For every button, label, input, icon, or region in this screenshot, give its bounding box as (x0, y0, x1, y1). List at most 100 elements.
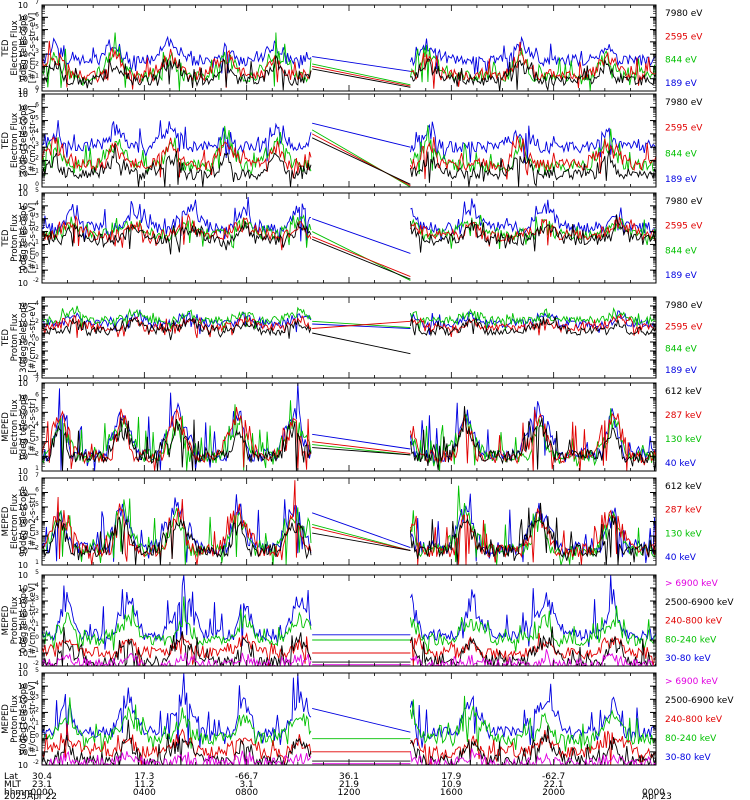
y-axis-label-line: [#/cm2-s-str-eV] (28, 13, 38, 83)
gap-bridge-line (311, 236, 411, 277)
y-axis-label-line: [#/cm2-s-str] (28, 399, 38, 456)
y-axis-label-line: TED (1, 229, 11, 248)
series-line (42, 697, 312, 754)
panel-8: 10 -2 10 -1 10 0 10 1 10 2 10 3 10 4 10 5 MEPED Proton Fl… (1, 667, 734, 770)
y-tick-label: 10 (18, 240, 28, 249)
panel-5: 10 1 10 2 10 3 10 4 10 5 10 6 10 7 MEPED Electron Flux 0… (1, 377, 702, 476)
footer-value: 11.2 (134, 780, 154, 790)
series-line (42, 40, 312, 90)
footer-value: 17.9 (441, 772, 461, 782)
y-tick-label: 10 (18, 170, 28, 179)
series-line (409, 316, 656, 337)
y-tick-label: 10 (18, 374, 28, 383)
y-tick-exponent: 1 (35, 73, 39, 80)
y-tick-label: 10 (18, 379, 28, 388)
y-tick-label: 10 (18, 202, 28, 211)
series-line (42, 673, 312, 748)
series-line (409, 35, 656, 75)
y-axis-label-line: Proton Flux (10, 314, 20, 362)
gap-bridge-line (312, 526, 411, 551)
y-tick-exponent: 5 (35, 24, 39, 31)
legend-channel-label: 189 eV (665, 175, 698, 185)
legend-channel-label: 7980 eV (665, 9, 703, 19)
gap-bridge-line (312, 63, 411, 86)
gap-bridge-line (312, 433, 411, 450)
legend-channel-label: 612 keV (665, 387, 702, 397)
y-tick-label: 10 (18, 117, 28, 126)
y-tick-label: 10 (18, 597, 28, 606)
y-tick-label: 10 (18, 532, 28, 541)
y-tick-exponent: -1 (33, 647, 39, 654)
y-tick-label: 10 (18, 338, 28, 347)
panel-7: 10 -2 10 -1 10 0 10 1 10 2 10 3 10 4 10 5 MEPED Proton Fl… (1, 569, 734, 671)
series-line (410, 649, 656, 666)
y-tick-label: 10 (18, 253, 28, 262)
panel-6: 10 1 10 2 10 3 10 4 10 5 10 6 10 7 MEPED Electron Flux 9… (1, 472, 702, 570)
legend-channel-label: 2595 eV (665, 222, 703, 232)
series-2 (42, 695, 656, 754)
footer-value: 0000 (31, 788, 54, 798)
footer-value: 0400 (133, 788, 156, 798)
series-line (409, 502, 656, 565)
series-line (410, 41, 656, 89)
y-tick-exponent: 4 (35, 128, 39, 135)
y-axis-label-line: 30deg telescope (19, 105, 29, 176)
y-tick-label: 10 (18, 62, 28, 71)
y-tick-label: 10 (18, 636, 28, 645)
legend-channel-label: 30-80 keV (665, 753, 711, 763)
legend-channel-label: 40 keV (665, 459, 697, 469)
series-line (42, 213, 312, 251)
panel-frame (41, 296, 657, 379)
y-tick-exponent: 7 (35, 88, 39, 95)
gap-bridge-line (312, 441, 411, 454)
y-tick-label: 10 (18, 130, 28, 139)
y-tick-exponent: 4 (35, 516, 39, 523)
gap-bridge-line (312, 444, 411, 456)
y-tick-exponent: 3 (35, 436, 39, 443)
y-axis-label-line: [#/cm2-s-str-eV] (28, 203, 38, 273)
y-tick-label: 10 (18, 547, 28, 556)
y-tick-label: 10 (18, 623, 28, 632)
y-tick-exponent: 0 (35, 733, 39, 740)
series-line (42, 652, 312, 666)
gap-bridge-line (312, 320, 411, 329)
panel-1: 10 0 10 1 10 2 10 3 10 4 10 5 10 6 10 7 TED Electron Flux… (1, 0, 703, 96)
legend-channel-label: 844 eV (665, 149, 698, 159)
series-1 (42, 575, 656, 650)
series-line (409, 626, 656, 666)
y-tick-label: 10 (18, 356, 28, 365)
series-4 (42, 502, 656, 565)
y-tick-label: 10 (18, 571, 28, 580)
y-tick-exponent: 2 (35, 706, 39, 713)
y-tick-exponent: 5 (35, 569, 39, 576)
y-tick-label: 10 (18, 279, 28, 288)
footer-value: 1600 (440, 788, 463, 798)
series-1 (42, 120, 656, 163)
y-tick-label: 10 (18, 452, 28, 461)
y-tick-label: 10 (18, 189, 28, 198)
series-3 (42, 723, 656, 765)
footer-value: 0000 (642, 788, 665, 798)
y-tick-exponent: 3 (35, 48, 39, 55)
legend-channel-label: 189 eV (665, 366, 698, 376)
footer-value: Apr 22 (27, 792, 57, 800)
y-axis-label-line: 0deg telescope (19, 15, 29, 80)
gap-bridge-line (311, 129, 411, 187)
footer-value: 23.1 (32, 780, 52, 790)
y-axis-label-line: Electron Flux (10, 399, 20, 454)
y-tick-exponent: 6 (35, 11, 39, 18)
footer-value: Apr 23 (642, 792, 672, 800)
y-tick-label: 10 (18, 408, 28, 417)
footer-value: 22.1 (544, 780, 564, 790)
y-tick-exponent: 3 (35, 141, 39, 148)
y-tick-exponent: 7 (35, 472, 39, 479)
legend-channel-label: 287 keV (665, 506, 702, 516)
gap-bridge-line (311, 137, 411, 185)
y-tick-label: 10 (18, 695, 28, 704)
y-axis-label-line: Proton Flux (10, 695, 20, 743)
footer-value: 36.1 (339, 772, 359, 782)
y-tick-exponent: 5 (35, 667, 39, 674)
footer-row-label: 2025 (4, 792, 27, 800)
y-tick-exponent: 0 (35, 336, 39, 343)
y-tick-label: 10 (18, 649, 28, 658)
